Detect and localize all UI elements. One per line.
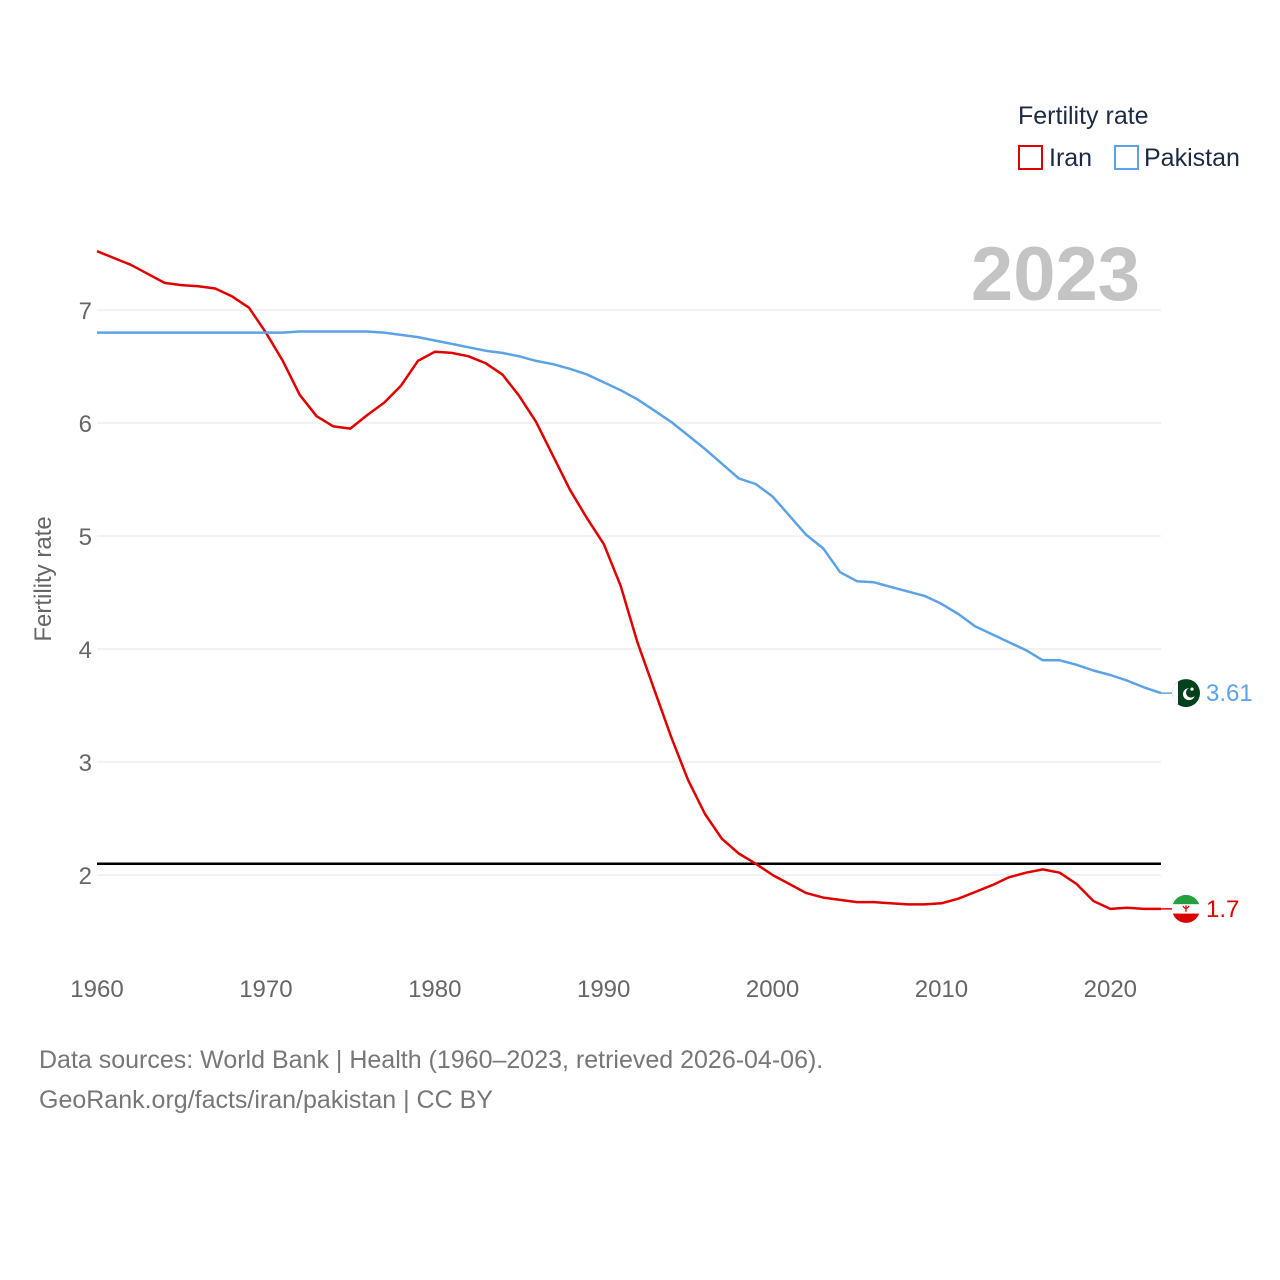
y-axis-label: Fertility rate bbox=[30, 516, 57, 641]
iran-end-value: 1.7 bbox=[1206, 896, 1239, 923]
pakistan-end-value: 3.61 bbox=[1206, 680, 1253, 707]
legend-swatch-pakistan bbox=[1114, 145, 1139, 170]
legend-swatch-iran bbox=[1018, 145, 1043, 170]
data-source-note: Data sources: World Bank | Health (1960–… bbox=[39, 1046, 824, 1074]
y-tick-label: 3 bbox=[79, 750, 92, 777]
x-tick-label: 2020 bbox=[1084, 976, 1137, 1003]
y-tick-label: 6 bbox=[79, 411, 92, 438]
pakistan-series-line bbox=[97, 330, 1162, 695]
grid-lines bbox=[97, 309, 1161, 876]
y-tick-label: 5 bbox=[79, 524, 92, 551]
iran-flag bbox=[1172, 894, 1200, 923]
legend: Fertility rate Iran Pakistan bbox=[1018, 102, 1240, 172]
y-tick-label: 7 bbox=[79, 298, 92, 325]
y-axis-ticks: 2 3 4 5 6 7 bbox=[79, 298, 92, 890]
legend-label-iran: Iran bbox=[1049, 144, 1092, 172]
legend-title: Fertility rate bbox=[1018, 102, 1149, 130]
x-tick-label: 1990 bbox=[577, 976, 630, 1003]
y-tick-label: 4 bbox=[79, 637, 92, 664]
fertility-rate-chart: 2 3 4 5 6 7 1960 1970 1980 1990 2000 2010 2020 Fert… bbox=[30, 102, 1253, 1003]
series-lines bbox=[96, 250, 1186, 911]
year-label: 2023 bbox=[971, 232, 1140, 317]
x-tick-label: 2000 bbox=[746, 976, 799, 1003]
y-tick-label: 2 bbox=[79, 863, 92, 890]
x-tick-label: 1960 bbox=[70, 976, 123, 1003]
end-markers: 3.61 1.7 bbox=[1172, 679, 1253, 923]
pakistan-flag bbox=[1172, 679, 1200, 708]
legend-label-pakistan: Pakistan bbox=[1144, 144, 1240, 172]
footer: Data sources: World Bank | Health (1960–… bbox=[39, 1040, 823, 1120]
attribution-link[interactable]: GeoRank.org/facts/iran/pakistan | CC BY bbox=[39, 1086, 493, 1114]
x-axis-ticks: 1960 1970 1980 1990 2000 2010 2020 bbox=[70, 976, 1137, 1003]
x-tick-label: 1970 bbox=[239, 976, 292, 1003]
x-tick-label: 2010 bbox=[915, 976, 968, 1003]
x-tick-label: 1980 bbox=[408, 976, 461, 1003]
iran-series-line bbox=[96, 250, 1161, 911]
